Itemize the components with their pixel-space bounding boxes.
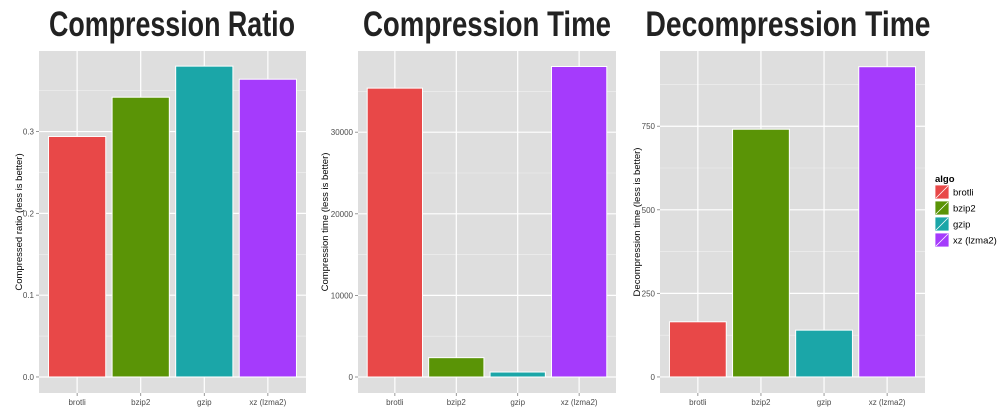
bar-gzip bbox=[175, 65, 234, 378]
chart-panel-3: 0 250 500 750 brotli bzip2 gzip xz (lzma2) bbox=[642, 51, 925, 407]
y-tick-label: 250 bbox=[642, 289, 656, 298]
bar-xz-lzma2 bbox=[551, 66, 608, 378]
legend-key-slash bbox=[935, 217, 949, 231]
y-axis-label-1: Compressed ratio (less is better) bbox=[14, 153, 25, 290]
x-tick-label: bzip2 bbox=[131, 398, 151, 407]
legend: algo brotli bzip2 gzip xz (lzma2) bbox=[934, 174, 997, 248]
chart-title-2: Compression Time bbox=[363, 5, 611, 44]
legend-label: xz (lzma2) bbox=[953, 236, 997, 247]
legend-key-slash bbox=[935, 233, 949, 247]
y-axis-label-3: Decompression time (less is better) bbox=[632, 148, 643, 297]
y-tick-label: 20000 bbox=[331, 210, 354, 219]
bar-gzip bbox=[489, 371, 546, 378]
bar-brotli bbox=[668, 321, 727, 378]
bar-bzip2 bbox=[732, 128, 790, 378]
chart-panel-2: 0 10000 20000 30000 brotli bzip2 gzip xz (lzma2… bbox=[331, 51, 616, 407]
y-axis-label-2: Compression time (less is better) bbox=[320, 153, 331, 292]
legend-label: bzip2 bbox=[953, 204, 976, 215]
bar-brotli bbox=[366, 87, 424, 378]
bar-gzip bbox=[795, 329, 853, 378]
legend-label: brotli bbox=[953, 188, 974, 199]
y-tick-label: 0.3 bbox=[23, 128, 35, 137]
y-tick-label: 10000 bbox=[331, 291, 354, 300]
bar-bzip2 bbox=[111, 96, 170, 378]
x-tick-label: gzip bbox=[510, 398, 525, 407]
y-tick-label: 750 bbox=[642, 122, 656, 131]
chart-title-3: Decompression Time bbox=[646, 5, 931, 44]
bar-xz-lzma2 bbox=[858, 66, 917, 378]
y-tick-label: 30000 bbox=[331, 128, 354, 137]
y-tick-label: 500 bbox=[642, 206, 656, 215]
y-tick-label: 0.2 bbox=[23, 209, 35, 218]
legend-key-slash bbox=[935, 201, 949, 215]
x-tick-label: bzip2 bbox=[447, 398, 467, 407]
legend-key-slash bbox=[935, 185, 949, 199]
chart-title-1: Compression Ratio bbox=[49, 5, 295, 44]
x-tick-label: brotli bbox=[386, 398, 404, 407]
x-tick-label: bzip2 bbox=[751, 398, 771, 407]
x-tick-label: xz (lzma2) bbox=[561, 398, 598, 407]
x-tick-label: gzip bbox=[817, 398, 832, 407]
legend-title: algo bbox=[935, 174, 955, 185]
bar-brotli bbox=[48, 135, 107, 378]
x-tick-label: gzip bbox=[197, 398, 212, 407]
y-tick-label: 0.0 bbox=[23, 373, 35, 382]
x-tick-label: brotli bbox=[689, 398, 707, 407]
bar-bzip2 bbox=[428, 357, 485, 378]
y-tick-label: 0.1 bbox=[23, 291, 35, 300]
x-tick-label: xz (lzma2) bbox=[249, 398, 286, 407]
bar-xz-lzma2 bbox=[238, 78, 297, 378]
chart-panel-1: 0.0 0.1 0.2 0.3 brotli bzip2 gzip xz (lzma2) bbox=[23, 51, 306, 407]
y-tick-label: 0 bbox=[651, 373, 656, 382]
y-tick-label: 0 bbox=[349, 373, 354, 382]
x-tick-label: brotli bbox=[68, 398, 86, 407]
legend-label: gzip bbox=[953, 220, 970, 231]
x-tick-label: xz (lzma2) bbox=[869, 398, 906, 407]
